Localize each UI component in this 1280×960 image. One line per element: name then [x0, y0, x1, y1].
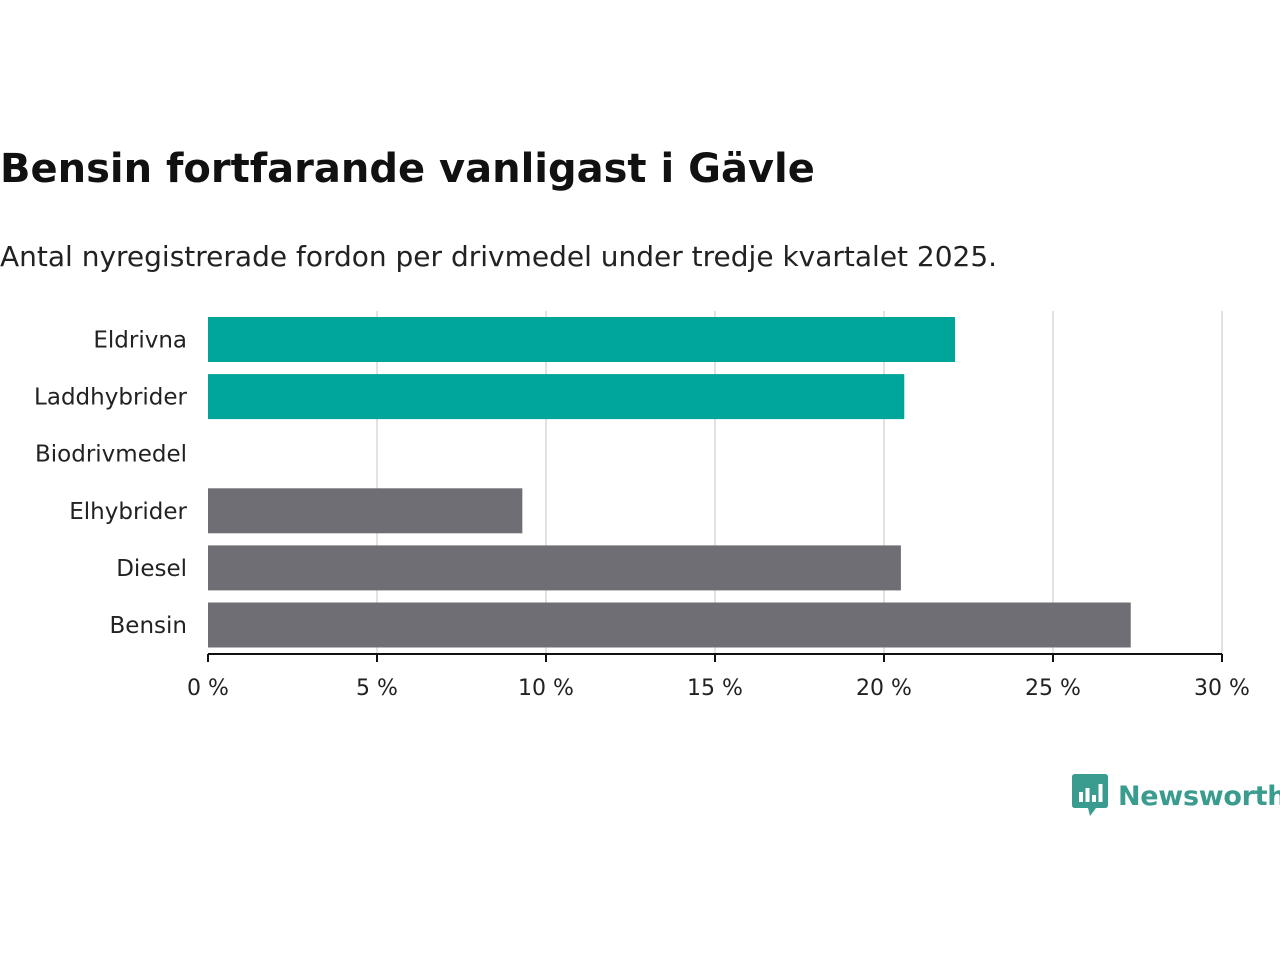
category-label: Biodrivmedel — [35, 442, 187, 468]
bar-bensin — [208, 602, 1131, 648]
category-label: Bensin — [110, 613, 187, 639]
x-tick-label: 10 % — [518, 676, 574, 701]
category-label: Laddhybrider — [34, 385, 187, 411]
bar-elhybrider — [208, 488, 523, 534]
chart-title: Bensin fortfarande vanligast i Gävle — [0, 146, 815, 192]
x-tick-label: 20 % — [856, 676, 912, 701]
brand-name: Newsworthy — [1118, 780, 1280, 812]
x-tick-label: 25 % — [1025, 676, 1081, 701]
x-tick-label: 30 % — [1194, 676, 1250, 701]
x-tick-label: 15 % — [687, 676, 743, 701]
category-label: Diesel — [116, 556, 187, 582]
chart-subtitle: Antal nyregistrerade fordon per drivmede… — [0, 240, 998, 273]
bar-eldrivna — [208, 317, 955, 362]
x-tick-label: 0 % — [187, 676, 229, 701]
brand-logo: Newsworthy — [1072, 774, 1280, 818]
x-tick-label: 5 % — [356, 676, 398, 701]
bar-laddhybrider — [208, 374, 905, 420]
newsworthy-logo-icon — [1072, 774, 1108, 816]
category-label: Elhybrider — [69, 499, 187, 525]
bar-diesel — [208, 545, 901, 591]
category-label: Eldrivna — [93, 328, 187, 354]
